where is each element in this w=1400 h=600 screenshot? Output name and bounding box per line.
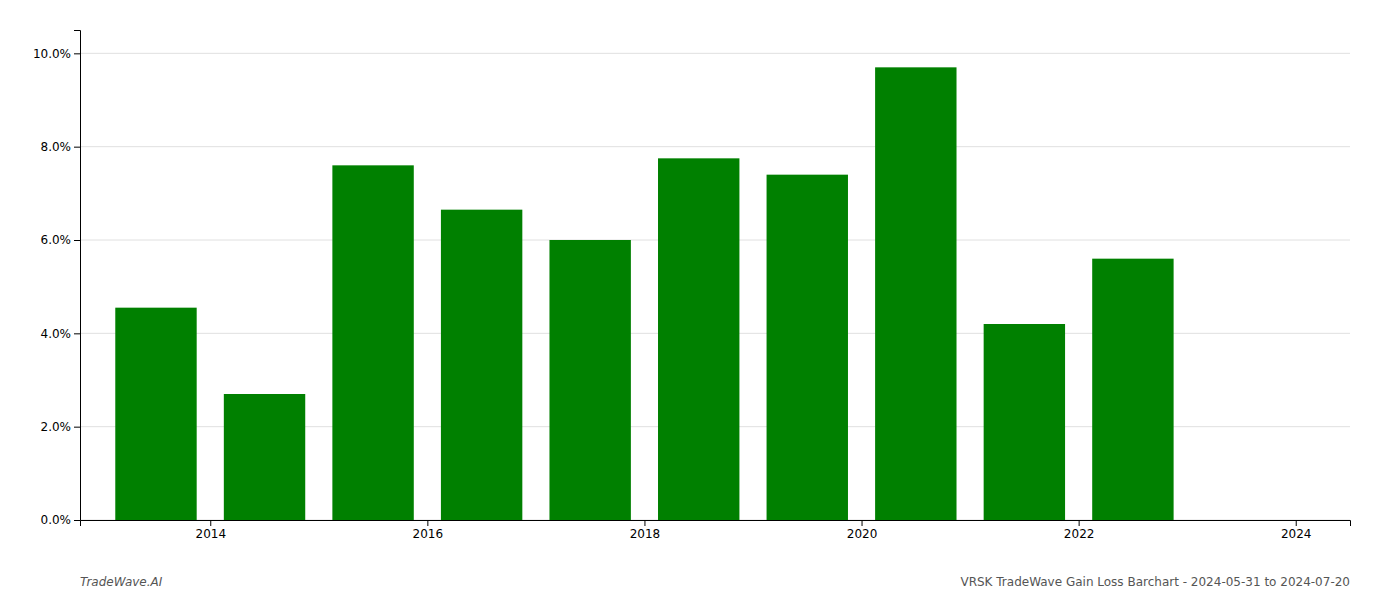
x-tick: 2018 (630, 520, 661, 541)
y-tick-mark (74, 333, 80, 334)
chart-container: 2014 2016 2018 2020 2022 2024 0.0% 2.0% 4.0% 6.0%… (0, 0, 1400, 600)
chart-svg: 2014 2016 2018 2020 2022 2024 0.0% 2.0% 4.0% 6.0%… (0, 0, 1400, 600)
x-tick-mark (1079, 520, 1080, 526)
bar (332, 165, 413, 520)
y-tick-mark (74, 53, 80, 54)
y-tick-label: 6.0% (41, 233, 72, 247)
x-tick-mark (210, 520, 211, 526)
y-tick: 0.0% (41, 513, 81, 527)
x-axis-line (81, 521, 1351, 527)
x-tick-label: 2022 (1064, 527, 1095, 541)
x-tick: 2016 (413, 520, 444, 541)
bar (767, 175, 848, 520)
y-tick-label: 2.0% (41, 420, 72, 434)
x-tick: 2020 (847, 520, 878, 541)
x-tick-label: 2024 (1281, 527, 1312, 541)
y-axis-line (74, 31, 81, 521)
x-tick: 2014 (195, 520, 226, 541)
y-tick-label: 8.0% (41, 140, 72, 154)
x-tick-label: 2020 (847, 527, 878, 541)
x-tick-label: 2014 (195, 527, 226, 541)
plot-area: 2014 2016 2018 2020 2022 2024 0.0% 2.0% 4.0% 6.0%… (33, 31, 1351, 541)
y-tick: 10.0% (33, 47, 80, 61)
bar (549, 240, 630, 520)
x-axis: 2014 2016 2018 2020 2022 2024 (81, 520, 1351, 541)
x-tick: 2024 (1281, 520, 1312, 541)
y-tick: 6.0% (41, 233, 81, 247)
bar (658, 158, 739, 520)
y-tick-label: 4.0% (41, 327, 72, 341)
grid-line (80, 146, 1350, 147)
y-tick-mark (74, 520, 80, 521)
bar (115, 308, 196, 520)
y-tick-label: 0.0% (41, 513, 72, 527)
y-tick-mark (74, 427, 80, 428)
y-tick-label: 10.0% (33, 47, 71, 61)
x-tick: 2022 (1064, 520, 1095, 541)
x-tick-mark (862, 520, 863, 526)
bar (984, 324, 1065, 520)
footer-right: VRSK TradeWave Gain Loss Barchart - 2024… (960, 575, 1350, 589)
bars (115, 67, 1173, 520)
x-tick-label: 2016 (413, 527, 444, 541)
y-tick-mark (74, 240, 80, 241)
footer-left: TradeWave.AI (80, 575, 163, 589)
y-tick: 4.0% (41, 327, 81, 341)
y-tick: 8.0% (41, 140, 81, 154)
x-tick-mark (427, 520, 428, 526)
bar (1092, 259, 1173, 520)
footer: TradeWave.AI VRSK TradeWave Gain Loss Bar… (80, 575, 1350, 589)
grid (80, 53, 1350, 520)
grid-line (80, 53, 1350, 54)
x-tick-mark (1296, 520, 1297, 526)
bar (224, 394, 305, 520)
bar (441, 210, 522, 520)
y-tick-mark (74, 147, 80, 148)
y-tick: 2.0% (41, 420, 81, 434)
x-tick-mark (644, 520, 645, 526)
y-axis: 0.0% 2.0% 4.0% 6.0% 8.0% 10.0% (33, 31, 81, 528)
x-tick-label: 2018 (630, 527, 661, 541)
bar (875, 67, 956, 520)
